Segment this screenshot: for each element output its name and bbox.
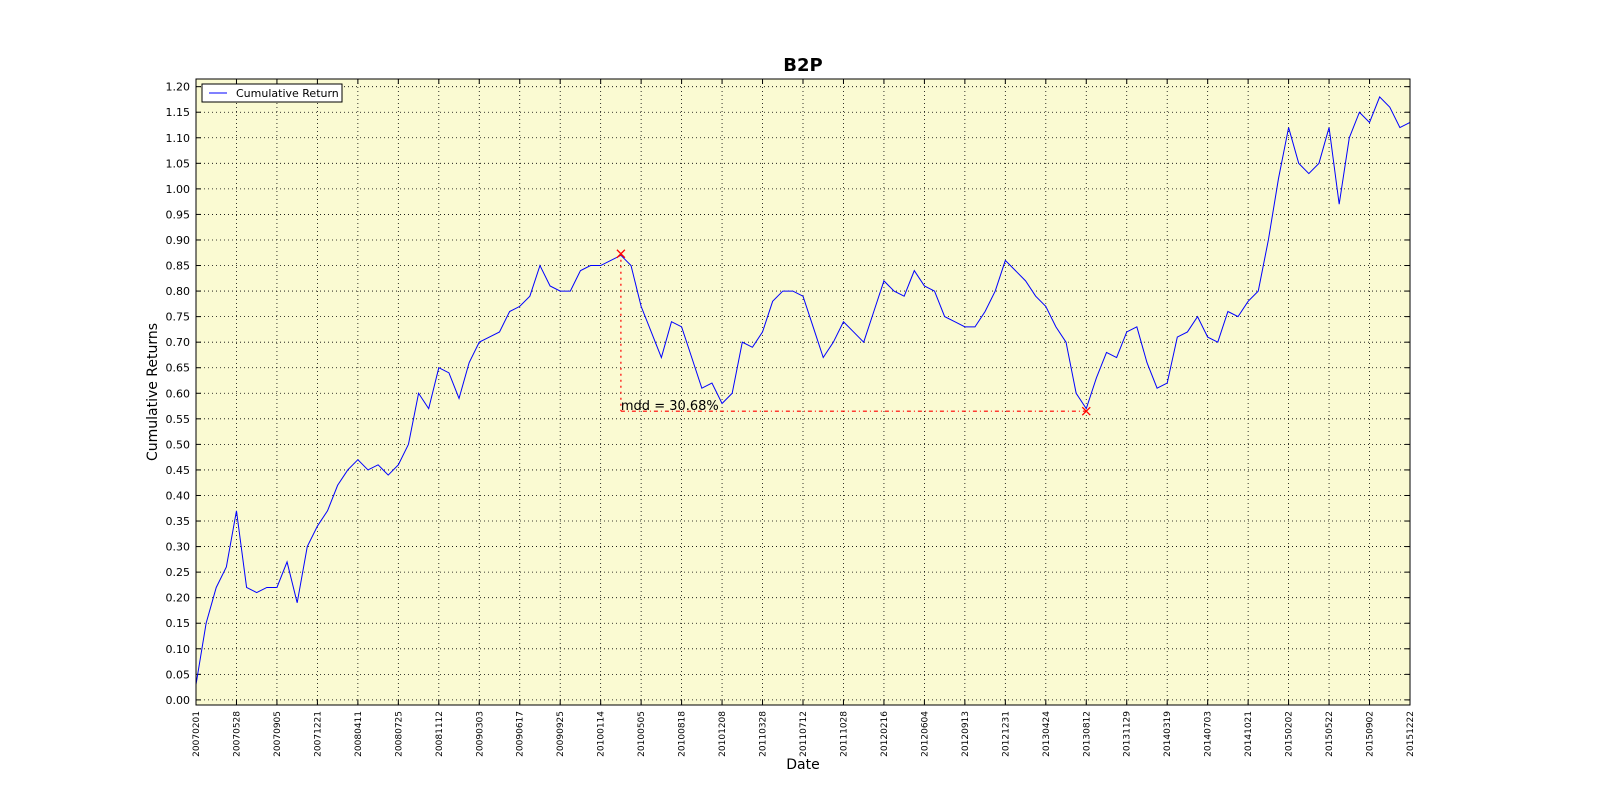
x-tick-label: 20131129 [1123,711,1133,757]
x-tick-label: 20120216 [880,711,890,757]
y-tick-label: 0.10 [166,643,191,656]
x-tick-label: 20150902 [1366,711,1376,757]
x-tick-label: 20101208 [718,711,728,757]
x-tick-label: 20140319 [1163,711,1173,757]
x-tick-label: 20141021 [1244,711,1254,757]
y-tick-label: 0.75 [166,311,191,324]
x-tick-label: 20080411 [354,711,364,757]
y-tick-label: 0.85 [166,260,191,273]
x-tick-label: 20100505 [637,711,647,757]
y-tick-label: 0.95 [166,208,191,221]
x-tick-label: 20120913 [961,711,971,757]
x-tick-label: 20150522 [1325,711,1335,757]
x-tick-label: 20070201 [192,711,202,757]
chart-title: B2P [783,55,822,76]
x-tick-label: 20121231 [1001,711,1011,757]
x-tick-label: 20100114 [597,711,607,757]
y-tick-label: 1.15 [166,106,191,119]
x-tick-label: 20150202 [1285,711,1295,757]
x-tick-label: 20151222 [1406,711,1416,757]
drawdown-peak-marker [616,249,626,259]
x-tick-label: 20080725 [394,711,404,757]
x-tick-label: 20111028 [839,711,849,757]
x-tick-label: 20090925 [556,711,566,757]
x-tick-label: 20120604 [920,711,930,757]
y-tick-label: 1.10 [166,132,191,145]
y-tick-label: 1.05 [166,157,191,170]
y-tick-label: 0.40 [166,489,191,502]
x-tick-label: 20110328 [759,711,769,757]
legend: Cumulative Return [201,83,343,103]
plot-frame [195,78,1411,706]
x-tick-label: 20130424 [1042,711,1052,757]
y-tick-label: 0.55 [166,413,191,426]
y-tick-label: 1.20 [166,81,191,94]
y-tick-label: 0.00 [166,694,191,707]
y-tick-label: 0.35 [166,515,191,528]
y-tick-label: 0.25 [166,566,191,579]
y-tick-label: 0.90 [166,234,191,247]
drawdown-trough-marker [1081,406,1091,416]
x-tick-label: 20140703 [1204,711,1214,757]
legend-label: Cumulative Return [236,87,339,100]
x-axis-label: Date [786,757,819,773]
y-tick-label: 0.30 [166,541,191,554]
x-tick-label: 20130812 [1082,711,1092,757]
y-axis-label: Cumulative Returns [145,323,161,461]
x-tick-label: 20110712 [799,711,809,757]
y-tick-label: 0.50 [166,438,191,451]
y-tick-label: 0.20 [166,592,191,605]
x-tick-label: 20090303 [475,711,485,757]
x-tick-label: 20081112 [435,711,445,757]
y-tick-label: 0.65 [166,362,191,375]
y-tick-label: 0.45 [166,464,191,477]
x-tick-label: 20090617 [516,711,526,757]
x-tick-label: 20070905 [273,711,283,757]
y-tick-label: 0.80 [166,285,191,298]
y-tick-label: 0.15 [166,617,191,630]
x-tick-label: 20070528 [232,711,242,757]
x-tick-label: 20071221 [313,711,323,757]
y-tick-label: 0.05 [166,668,191,681]
y-tick-label: 0.70 [166,336,191,349]
drawdown-label: mdd = 30.68% [621,399,719,414]
legend-box [201,83,343,103]
x-tick-label: 20100818 [678,711,688,757]
y-tick-label: 1.00 [166,183,191,196]
y-tick-label: 0.60 [166,387,191,400]
series-line [195,95,1411,685]
